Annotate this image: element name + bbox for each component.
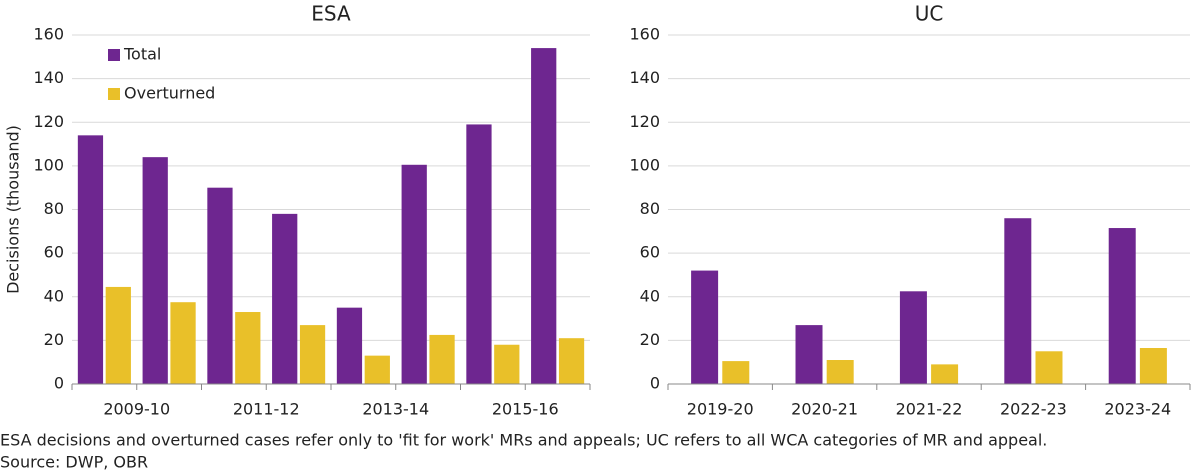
y-tick-label: 160 <box>629 25 660 44</box>
y-tick-label: 140 <box>629 68 660 87</box>
bar <box>826 360 854 384</box>
bar <box>558 338 585 384</box>
legend-label: Overturned <box>124 84 215 103</box>
x-tick-label: 2015-16 <box>492 400 559 419</box>
legend-label: Total <box>123 45 161 64</box>
bar <box>1108 228 1136 384</box>
y-tick-label: 120 <box>33 112 64 131</box>
bar <box>691 270 719 384</box>
bar <box>105 286 131 384</box>
bar <box>494 344 520 384</box>
chart-title: UC <box>915 2 944 26</box>
bar <box>77 135 104 384</box>
bar <box>1004 218 1032 384</box>
bar <box>722 361 750 384</box>
y-tick-label: 60 <box>640 243 660 262</box>
x-tick-label: 2009-10 <box>103 400 170 419</box>
y-tick-label: 0 <box>650 374 660 393</box>
legend-swatch <box>108 49 120 61</box>
y-tick-label: 140 <box>33 68 64 87</box>
y-tick-label: 100 <box>629 155 660 174</box>
x-tick-label: 2011-12 <box>233 400 300 419</box>
x-tick-label: 2013-14 <box>362 400 429 419</box>
y-tick-label: 100 <box>33 155 64 174</box>
y-tick-label: 20 <box>44 330 64 349</box>
bar <box>931 364 959 384</box>
y-tick-label: 120 <box>629 112 660 131</box>
bar <box>466 124 492 385</box>
y-tick-label: 60 <box>44 243 64 262</box>
bar <box>795 325 823 384</box>
x-tick-label: 2019-20 <box>687 400 754 419</box>
bar <box>207 187 233 384</box>
x-tick-label: 2023-24 <box>1104 400 1171 419</box>
bar <box>429 334 455 384</box>
y-tick-label: 40 <box>640 286 660 305</box>
footnote: ESA decisions and overturned cases refer… <box>0 431 1047 450</box>
x-tick-label: 2022-23 <box>1000 400 1067 419</box>
y-tick-label: 160 <box>33 25 64 44</box>
bar <box>1035 351 1063 384</box>
chart-title: ESA <box>311 2 351 26</box>
bar <box>336 307 363 384</box>
bar <box>364 355 390 384</box>
y-tick-label: 80 <box>44 199 64 218</box>
y-axis-label: Decisions (thousand) <box>4 125 23 294</box>
y-tick-label: 40 <box>44 286 64 305</box>
bar <box>899 291 927 384</box>
bar <box>272 213 298 384</box>
bar <box>235 312 261 384</box>
y-tick-label: 80 <box>640 199 660 218</box>
x-tick-label: 2021-22 <box>896 400 963 419</box>
bar <box>170 302 196 384</box>
source: Source: DWP, OBR <box>0 453 148 472</box>
x-tick-label: 2020-21 <box>791 400 858 419</box>
y-tick-label: 0 <box>54 374 64 393</box>
bar <box>531 48 557 385</box>
bar <box>401 164 427 384</box>
legend-swatch <box>108 88 120 100</box>
bar <box>299 325 326 384</box>
bar <box>142 157 168 384</box>
y-tick-label: 20 <box>640 330 660 349</box>
bar <box>1139 348 1167 384</box>
